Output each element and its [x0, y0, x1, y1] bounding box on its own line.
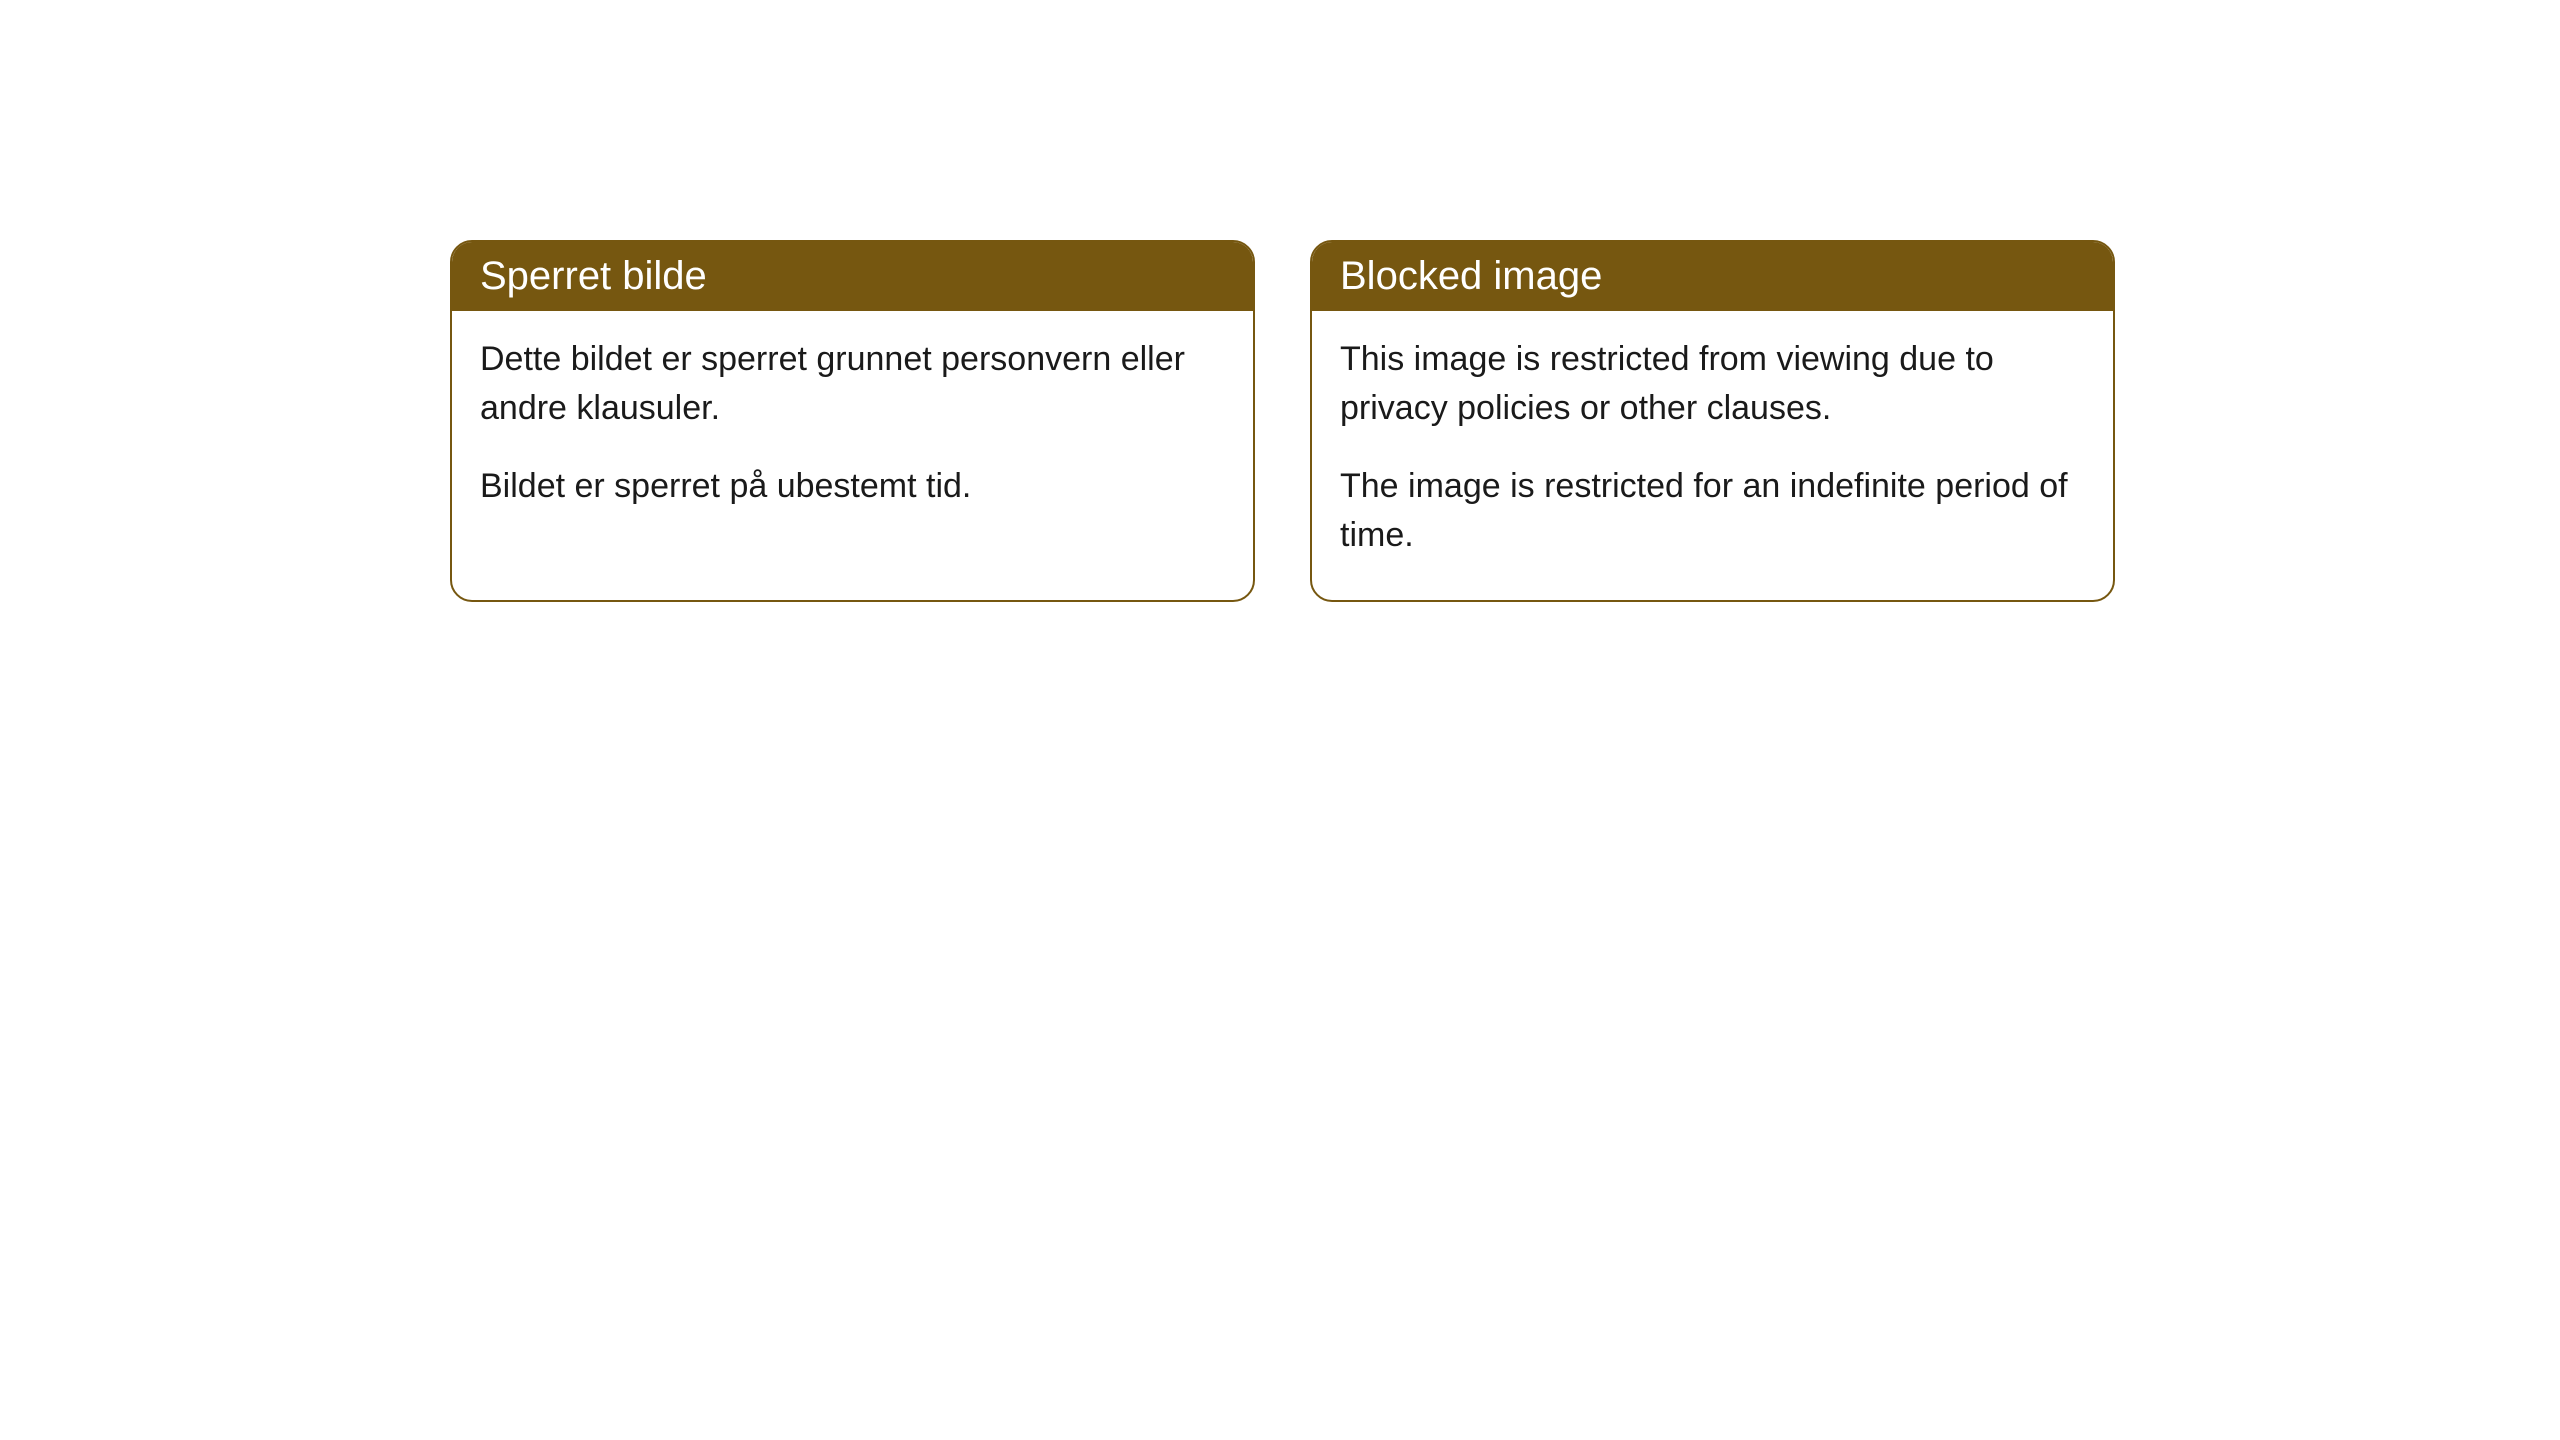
card-body-english: This image is restricted from viewing du…	[1312, 311, 2113, 600]
card-title: Blocked image	[1340, 254, 1602, 298]
card-header-english: Blocked image	[1312, 242, 2113, 311]
notice-card-english: Blocked image This image is restricted f…	[1310, 240, 2115, 602]
card-paragraph: This image is restricted from viewing du…	[1340, 335, 2085, 434]
card-paragraph: The image is restricted for an indefinit…	[1340, 462, 2085, 561]
card-body-norwegian: Dette bildet er sperret grunnet personve…	[452, 311, 1253, 551]
card-title: Sperret bilde	[480, 254, 707, 298]
notice-card-norwegian: Sperret bilde Dette bildet er sperret gr…	[450, 240, 1255, 602]
card-header-norwegian: Sperret bilde	[452, 242, 1253, 311]
card-paragraph: Bildet er sperret på ubestemt tid.	[480, 462, 1225, 511]
card-paragraph: Dette bildet er sperret grunnet personve…	[480, 335, 1225, 434]
notice-container: Sperret bilde Dette bildet er sperret gr…	[450, 240, 2115, 602]
